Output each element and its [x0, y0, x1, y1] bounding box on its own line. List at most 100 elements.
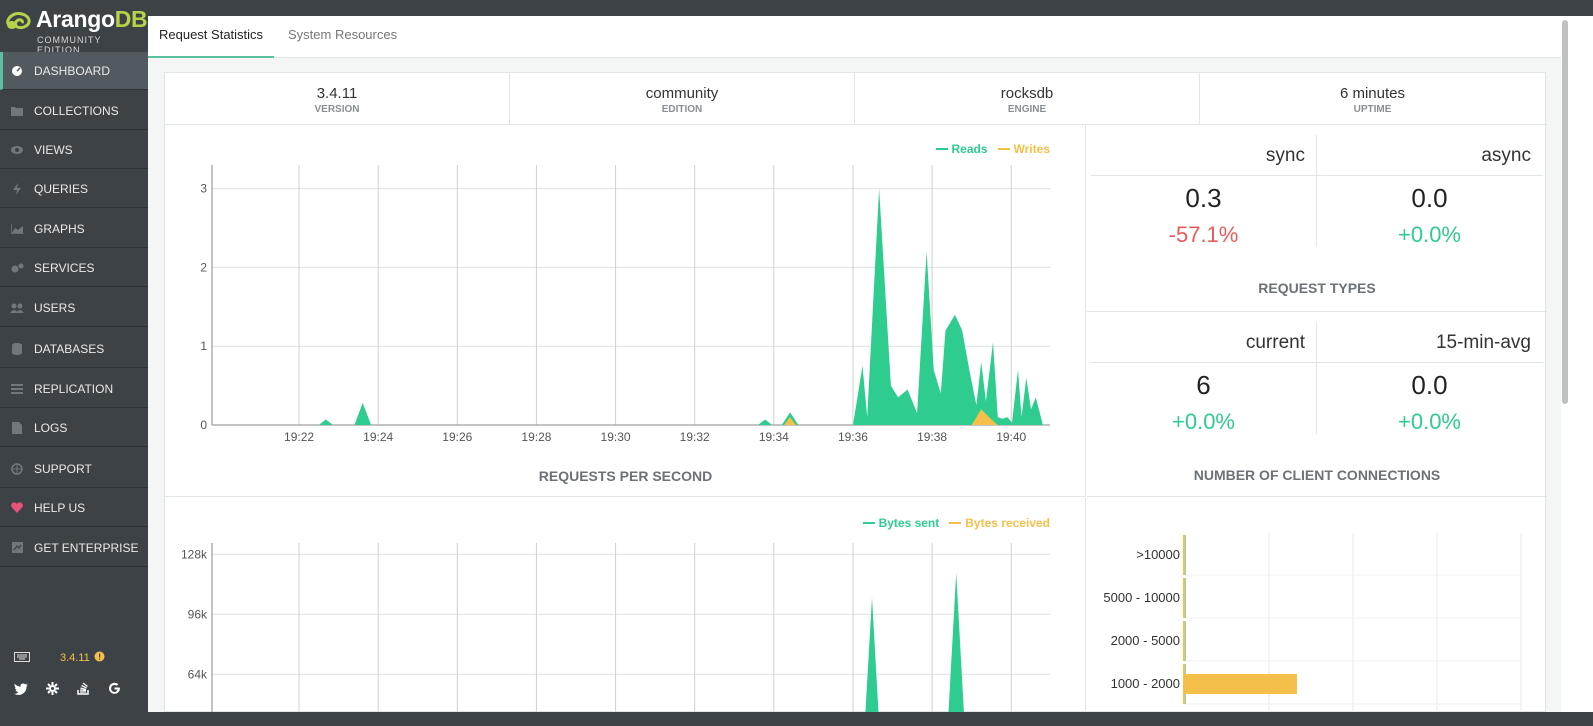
y-tick-label: 0: [200, 418, 207, 432]
brand-edition: COMMUNITY EDITION: [37, 35, 102, 55]
stat-engine: rocksdb ENGINE: [855, 73, 1200, 125]
legend-swatch: [949, 522, 962, 524]
sidebar-item-graphs[interactable]: GRAPHS: [0, 210, 148, 248]
sidebar-item-label: SERVICES: [34, 260, 95, 275]
sidebar-item-collections[interactable]: COLLECTIONS: [0, 92, 148, 130]
sync-change: -57.1%: [1168, 222, 1239, 247]
y-tick-label: 96k: [188, 607, 208, 621]
twitter-icon[interactable]: [14, 682, 28, 700]
sidebar-item-label: COLLECTIONS: [34, 103, 119, 118]
slack-icon[interactable]: [46, 682, 59, 700]
keyboard-icon[interactable]: [14, 651, 30, 665]
histogram-bar: [1185, 674, 1297, 694]
stat-value: 3.4.11: [316, 85, 358, 102]
stat-value: community: [645, 85, 719, 102]
sidebar-item-queries[interactable]: QUERIES: [0, 170, 148, 208]
requests-chart-title: REQUESTS PER SECOND: [538, 468, 713, 484]
sidebar-item-databases[interactable]: DATABASES: [0, 330, 148, 368]
stat-value: 6 minutes: [1339, 85, 1406, 102]
current-value: 6: [1196, 370, 1211, 400]
category-label: >10000: [1136, 547, 1180, 562]
current-change: +0.0%: [1172, 409, 1235, 434]
brand-logo[interactable]: ArangoDB COMMUNITY EDITION: [0, 2, 148, 55]
client-connections-title: NUMBER OF CLIENT CONNECTIONS: [1193, 467, 1441, 483]
stat-key: UPTIME: [1353, 104, 1392, 115]
async-value: 0.0: [1411, 183, 1448, 213]
divider: [1316, 135, 1317, 247]
legend-bytes-sent[interactable]: Bytes sent: [862, 516, 939, 530]
stat-edition: community EDITION: [510, 73, 855, 125]
version-label[interactable]: 3.4.11: [60, 652, 90, 664]
dashboard-icon: [10, 65, 24, 77]
legend-writes[interactable]: Writes: [997, 142, 1050, 156]
stats-row: 3.4.11 VERSION community EDITION rocksdb…: [165, 73, 1547, 125]
divider: [1087, 311, 1547, 312]
folder-icon: [10, 105, 24, 117]
arangodb-logo-icon: [6, 12, 31, 30]
requests-per-second-chart: 0 1 2 3 19:22 19:24 19:26 19:28 19:30 19:32 19:34 1…: [200, 165, 1050, 444]
social-links: [14, 682, 144, 700]
sidebar-item-users[interactable]: USERS: [0, 289, 148, 327]
async-label: async: [1481, 145, 1531, 166]
histogram-bar-marker: [1183, 578, 1185, 618]
bolt-icon: [10, 182, 24, 195]
sidebar-item-support[interactable]: SUPPORT: [0, 450, 148, 488]
tab-request-statistics[interactable]: Request Statistics: [148, 16, 275, 58]
sidebar-item-help-us[interactable]: HELP US: [0, 489, 148, 527]
sidebar-item-label: VIEWS: [34, 142, 73, 157]
sidebar-item-views[interactable]: VIEWS: [0, 131, 148, 169]
x-tick-label: 19:34: [759, 430, 789, 444]
request-types-panel: sync async 0.3 0.0 -57.1% +0.0% REQUEST …: [1087, 125, 1547, 497]
sidebar-version: 3.4.11: [14, 650, 144, 666]
sidebar-item-label: USERS: [34, 300, 76, 315]
histogram-axis-segment: [1185, 621, 1186, 661]
google-icon[interactable]: [108, 682, 121, 700]
legend-bytes-received[interactable]: Bytes received: [949, 516, 1050, 530]
sync-label: sync: [1265, 145, 1305, 166]
sidebar-item-label: LOGS: [34, 420, 68, 435]
database-icon: [10, 342, 24, 355]
sidebar-item-get-enterprise[interactable]: GET ENTERPRISE: [0, 529, 148, 567]
warning-icon[interactable]: [94, 651, 105, 665]
tab-system-resources[interactable]: System Resources: [288, 27, 398, 42]
async-change: +0.0%: [1398, 222, 1461, 247]
stat-value: rocksdb: [1000, 85, 1054, 102]
sidebar-item-label: QUERIES: [34, 181, 89, 196]
divider: [1091, 175, 1543, 176]
reads-series-area: [212, 188, 1050, 425]
x-tick-label: 19:36: [838, 430, 868, 444]
histogram-bar-marker: [1183, 621, 1185, 661]
x-tick-label: 19:24: [363, 430, 393, 444]
legend-reads[interactable]: Reads: [935, 142, 988, 156]
legend-swatch: [997, 148, 1010, 150]
category-label: 5000 - 10000: [1103, 590, 1180, 605]
stat-key: ENGINE: [1007, 104, 1047, 115]
request-types-title: REQUEST TYPES: [1258, 280, 1376, 296]
category-label: 1000 - 2000: [1111, 676, 1180, 691]
histogram-axis-segment: [1185, 578, 1186, 618]
histogram-bar-marker: [1183, 535, 1185, 575]
x-tick-label: 19:38: [917, 430, 947, 444]
y-tick-label: 64k: [188, 667, 208, 681]
sidebar: ArangoDB COMMUNITY EDITION DASHBOARD COL…: [0, 0, 148, 726]
sidebar-item-logs[interactable]: LOGS: [0, 409, 148, 447]
sidebar-item-replication[interactable]: REPLICATION: [0, 370, 148, 408]
main-content: Request Statistics System Resources 3.4.…: [148, 16, 1561, 712]
divider: [1091, 362, 1543, 363]
requests-chart-legend: Reads Writes: [935, 142, 1050, 156]
tab-bar: Request Statistics System Resources: [148, 16, 1561, 58]
sidebar-item-dashboard[interactable]: DASHBOARD: [0, 52, 148, 90]
sidebar-item-services[interactable]: SERVICES: [0, 249, 148, 287]
divider: [1316, 322, 1317, 434]
sidebar-item-label: GRAPHS: [34, 221, 85, 236]
stackoverflow-icon[interactable]: [77, 682, 90, 700]
sidebar-item-label: DASHBOARD: [34, 63, 111, 78]
heart-icon: [10, 502, 24, 514]
x-tick-label: 19:40: [996, 430, 1026, 444]
file-icon: [10, 421, 24, 434]
sync-value: 0.3: [1185, 183, 1222, 213]
vertical-scrollbar-thumb[interactable]: [1562, 20, 1568, 404]
enterprise-icon: [10, 542, 24, 554]
stat-key: EDITION: [661, 104, 703, 115]
x-tick-label: 19:32: [680, 430, 710, 444]
